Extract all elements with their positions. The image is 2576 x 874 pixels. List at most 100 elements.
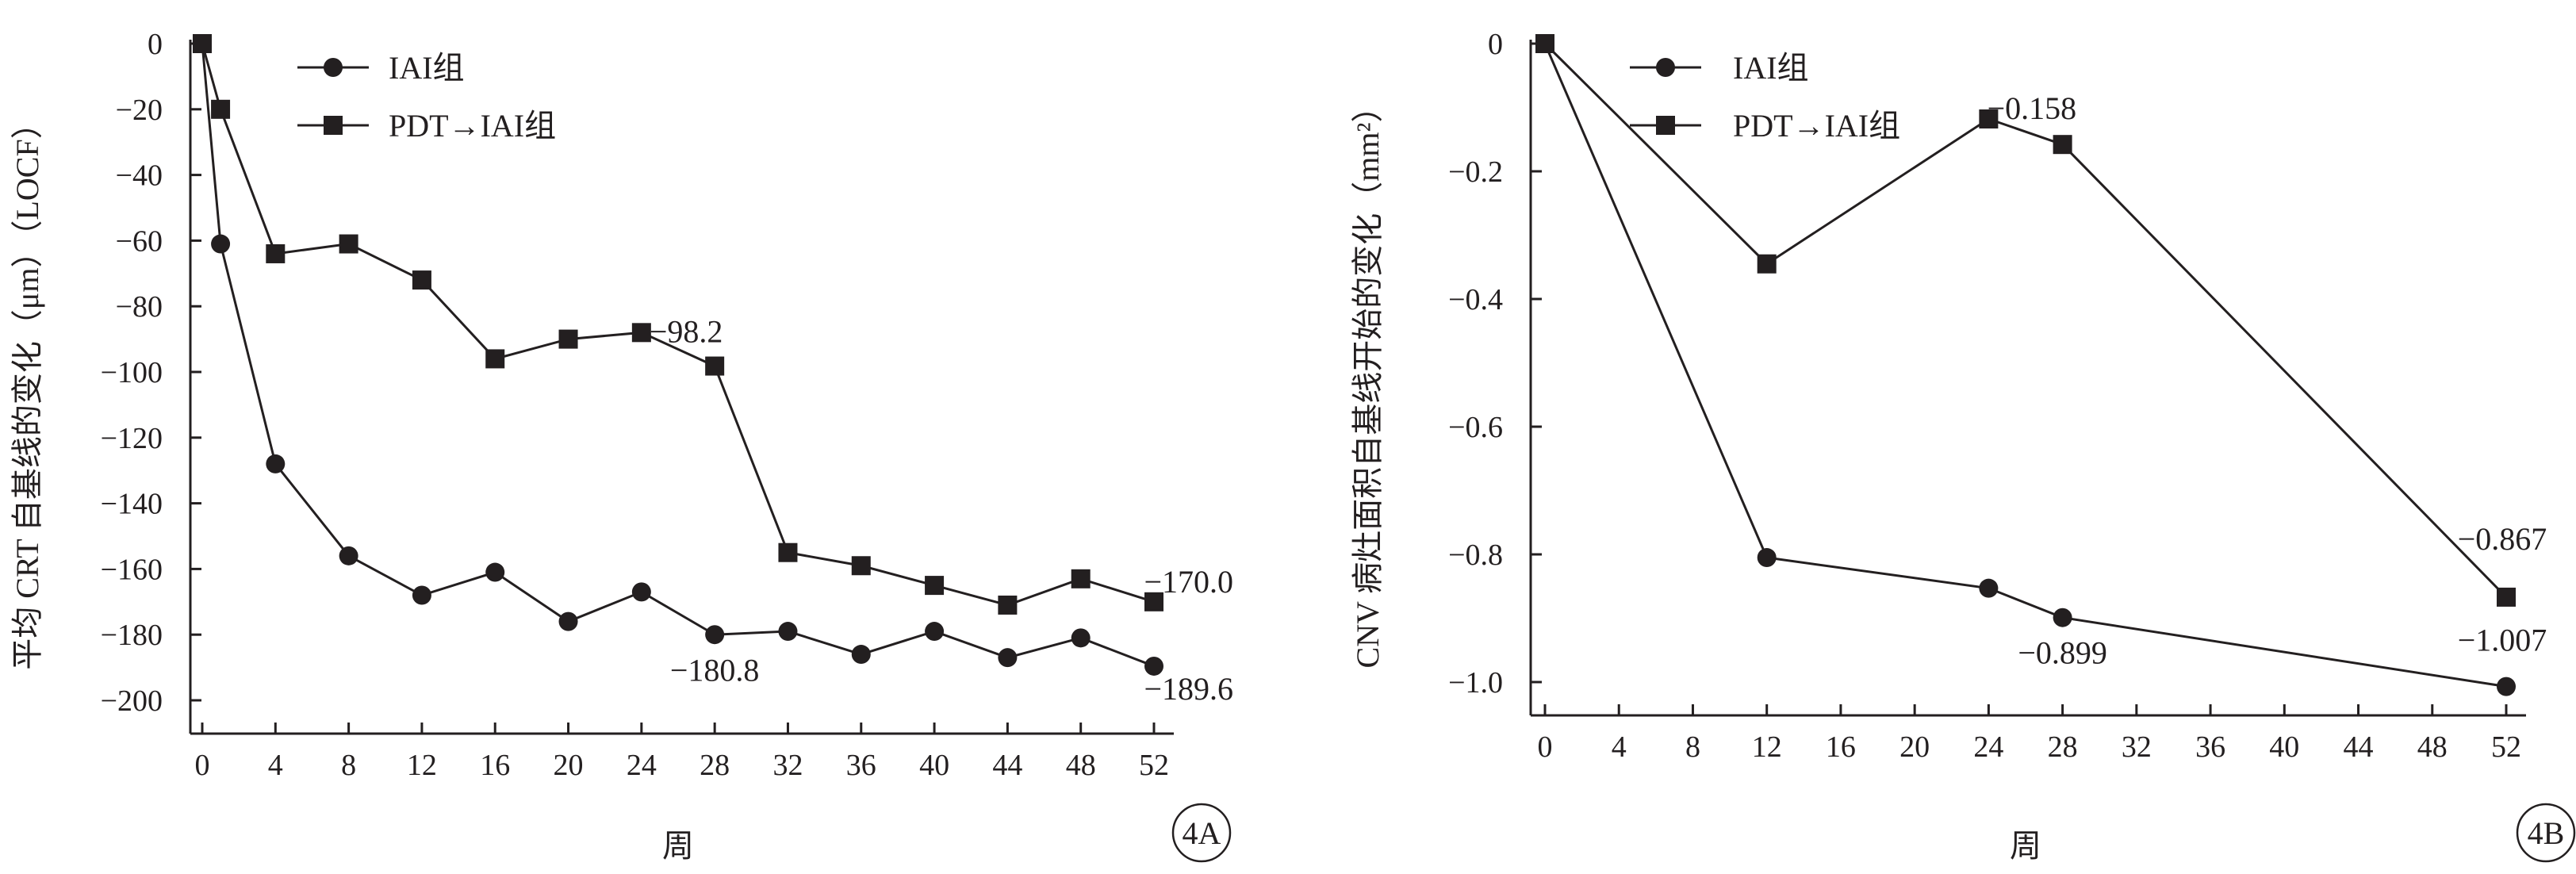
y-tick-label: −140 [101, 488, 163, 521]
panel-label: 4B [2528, 815, 2565, 851]
x-tick-label: 28 [2048, 730, 2078, 764]
data-label: −1.007 [2458, 623, 2547, 658]
y-tick-label: −100 [101, 356, 163, 389]
data-point [558, 329, 578, 349]
data-point [2053, 608, 2072, 627]
x-tick-label: 32 [772, 749, 803, 782]
data-point [339, 546, 358, 565]
y-tick-label: −80 [116, 290, 163, 324]
x-tick-label: 36 [2195, 730, 2225, 764]
legend-marker [1656, 58, 1675, 77]
data-point [266, 454, 286, 473]
data-point [925, 576, 945, 596]
legend-marker [324, 58, 343, 77]
data-point [998, 595, 1018, 615]
legend-marker [324, 116, 343, 135]
data-point [998, 648, 1018, 668]
y-tick-label: 0 [148, 28, 163, 61]
x-tick-label: 4 [1612, 730, 1627, 764]
data-point [1535, 34, 1554, 53]
data-label: −170.0 [1144, 564, 1233, 600]
data-point [211, 99, 231, 119]
data-label: −98.2 [650, 314, 723, 350]
data-label: −189.6 [1144, 671, 1233, 707]
x-tick-label: 20 [554, 749, 584, 782]
data-point [412, 585, 431, 605]
x-tick-label: 36 [846, 749, 876, 782]
panel-badge [1171, 803, 1232, 863]
x-tick-label: 8 [1685, 730, 1700, 764]
data-point [1979, 578, 1999, 598]
y-axis-title: 平均 CRT 自基线的变化（μm）（LOCF） [10, 107, 45, 669]
y-tick-label: 0 [1488, 28, 1503, 61]
x-tick-label: 4 [268, 749, 283, 782]
series-line [1543, 43, 2507, 688]
series-iai [1535, 34, 2516, 696]
chart-panel-4B: 0−0.2−0.4−0.6−0.8−1.00 4 8 12 16 20 24 28 32 36 40… [1350, 28, 2576, 864]
legend-label: IAI组 [389, 50, 465, 86]
data-point [778, 622, 798, 642]
y-tick-label: −40 [116, 159, 163, 193]
x-tick-label: 16 [1826, 730, 1856, 764]
x-axis-title: 周 [662, 828, 694, 864]
x-tick-label: 12 [1752, 730, 1782, 764]
data-point [2497, 677, 2516, 696]
data-point [211, 234, 231, 254]
y-axis-title: CNV 病灶面积自基线开始的变化（mm²） [1350, 91, 1386, 669]
data-point [1144, 592, 1163, 611]
panel-label: 4A [1183, 815, 1221, 851]
y-tick-label: −60 [116, 224, 163, 258]
data-point [1979, 109, 1999, 128]
data-point [1144, 656, 1163, 676]
data-point [485, 562, 505, 582]
data-point [925, 622, 945, 642]
x-tick-label: 44 [992, 749, 1022, 782]
x-axis-title: 周 [2010, 828, 2041, 864]
data-point [2053, 135, 2072, 155]
x-tick-label: 44 [2344, 730, 2374, 764]
x-tick-label: 24 [1973, 730, 2003, 764]
data-point [339, 234, 358, 254]
panel-badge [2516, 803, 2576, 863]
x-tick-label: 0 [195, 749, 210, 782]
y-tick-label: −180 [101, 619, 163, 652]
series-line [1543, 42, 2508, 598]
data-point [631, 582, 651, 602]
y-tick-label: −120 [101, 422, 163, 455]
data-point [705, 625, 725, 645]
x-tick-label: 0 [1538, 730, 1553, 764]
data-point [1757, 254, 1777, 274]
data-point [1071, 569, 1091, 588]
data-point [1071, 628, 1091, 648]
data-point [778, 542, 798, 562]
x-tick-label: 52 [2491, 730, 2521, 764]
y-tick-label: −0.4 [1448, 283, 1503, 316]
data-label: −0.867 [2458, 521, 2547, 557]
legend-label: IAI组 [1733, 50, 1809, 86]
x-tick-label: 16 [480, 749, 510, 782]
x-tick-label: 52 [1139, 749, 1169, 782]
y-tick-label: −200 [101, 684, 163, 718]
legend-marker [1656, 116, 1675, 135]
x-tick-label: 48 [1066, 749, 1096, 782]
y-tick-label: −0.8 [1448, 539, 1503, 572]
y-tick-label: −20 [116, 94, 163, 127]
data-point [193, 34, 212, 53]
series-pdt-iai [1535, 34, 2516, 607]
data-point [2497, 587, 2516, 607]
y-tick-label: −0.2 [1448, 155, 1503, 189]
x-tick-label: 8 [341, 749, 356, 782]
y-tick-label: −0.6 [1448, 411, 1503, 444]
x-tick-label: 20 [1899, 730, 1930, 764]
series-line [201, 43, 1155, 668]
x-tick-label: 12 [407, 749, 437, 782]
data-label: −0.899 [2018, 635, 2107, 671]
data-point [1757, 548, 1777, 568]
data-point [266, 243, 286, 263]
x-tick-label: 28 [700, 749, 730, 782]
data-point [705, 356, 725, 376]
y-tick-label: −160 [101, 553, 163, 586]
data-point [412, 270, 431, 290]
